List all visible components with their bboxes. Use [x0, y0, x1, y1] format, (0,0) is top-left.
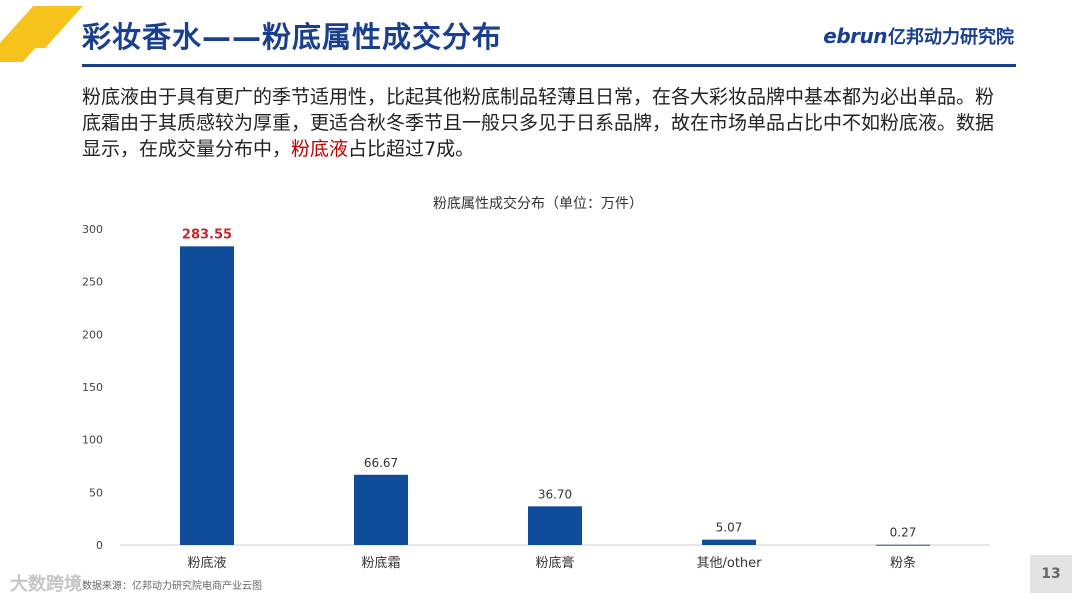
bar — [354, 474, 408, 545]
data-label: 66.67 — [364, 456, 398, 470]
title-divider — [82, 64, 1016, 67]
intro-text-1: 粉底液由于具有更广的季节适用性，比起其他粉底制品轻薄且日常，在各大彩妆品牌中基本… — [82, 86, 995, 160]
logo-word: ebrun — [823, 24, 887, 48]
intro-highlight: 粉底液 — [291, 138, 349, 160]
logo-cn-text: 亿邦动力研究院 — [888, 27, 1014, 48]
y-tick-label: 100 — [82, 434, 103, 447]
y-tick-label: 50 — [89, 486, 103, 499]
bar — [180, 246, 234, 545]
category-labels: 粉底液 粉底霜 粉底膏 其他/other 粉条 — [187, 555, 916, 571]
y-tick-label: 300 — [82, 223, 103, 236]
intro-text-2: 占比超过7成。 — [348, 138, 475, 160]
category-label: 粉底液 — [187, 555, 226, 571]
category-label: 粉底霜 — [361, 555, 400, 571]
y-axis-ticks: 0 50 100 150 200 250 300 — [82, 223, 103, 552]
watermark-text: 大数跨境 — [10, 574, 82, 595]
y-tick-label: 250 — [82, 276, 103, 289]
chart-title: 粉底属性成交分布（单位：万件） — [433, 195, 643, 212]
intro-paragraph: 粉底液由于具有更广的季节适用性，比起其他粉底制品轻薄且日常，在各大彩妆品牌中基本… — [82, 84, 1012, 162]
bar — [702, 539, 756, 545]
data-labels: 283.55 66.67 36.70 5.07 0.27 — [182, 227, 916, 539]
ebrun-logo: ebrun亿邦动力研究院 — [823, 23, 1014, 49]
data-label: 283.55 — [182, 227, 232, 242]
slide-title: 彩妆香水——粉底属性成交分布 — [82, 20, 503, 54]
category-label: 粉底膏 — [535, 555, 574, 571]
source-note: 数据来源：亿邦动力研究院电商产业云图 — [82, 581, 262, 592]
bar-series — [180, 246, 930, 546]
bar — [528, 506, 582, 545]
bar — [876, 544, 930, 546]
data-label: 36.70 — [538, 487, 572, 501]
page-number: 13 — [1030, 555, 1072, 593]
data-label: 5.07 — [716, 521, 743, 535]
category-label: 其他/other — [696, 556, 762, 571]
y-tick-label: 200 — [82, 328, 103, 341]
y-tick-label: 150 — [82, 381, 103, 394]
y-tick-label: 0 — [96, 539, 103, 552]
category-label: 粉条 — [890, 555, 916, 571]
data-label: 0.27 — [890, 526, 917, 540]
